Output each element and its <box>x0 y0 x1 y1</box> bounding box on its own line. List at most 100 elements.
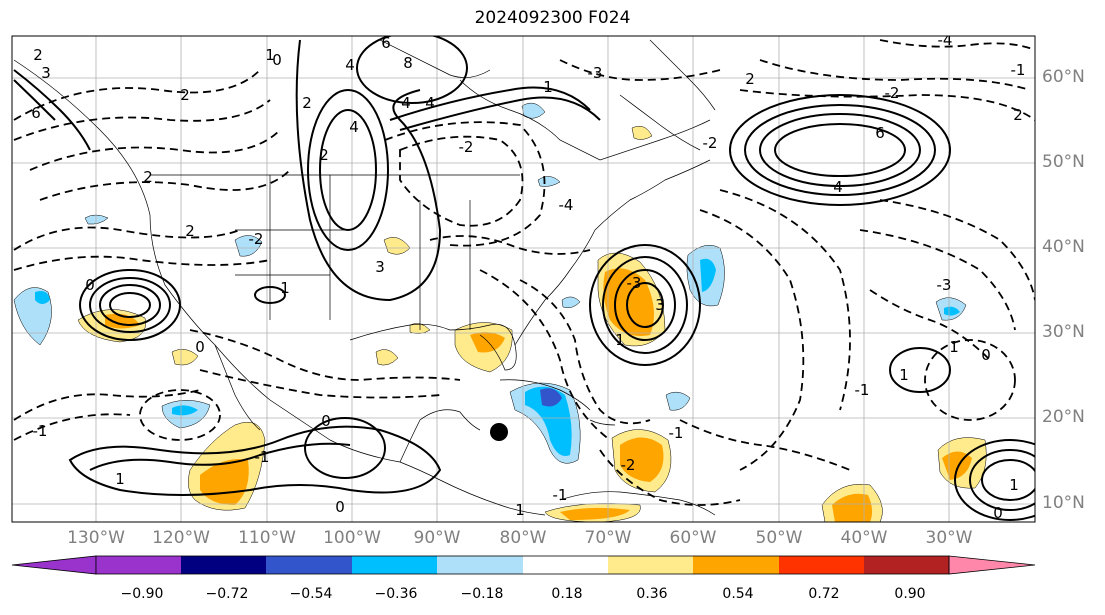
contour-label: 3 <box>41 64 51 82</box>
contour-label: -1 <box>553 486 568 504</box>
colorbar-bin <box>96 556 181 574</box>
contour-label: 1 <box>543 78 553 96</box>
graticule <box>12 36 1035 522</box>
lon-label: 60°W <box>669 528 717 548</box>
contour-label: 1 <box>1009 476 1019 494</box>
contour-label: -2 <box>703 134 718 152</box>
colorbar-tick-label: −0.72 <box>205 586 249 602</box>
lat-label: 60°N <box>1042 67 1085 87</box>
colorbar-bin <box>608 556 693 574</box>
contour-label: 4 <box>345 56 355 74</box>
contour-label: -1 <box>1011 61 1026 79</box>
colorbar-bin <box>266 556 352 574</box>
contour-label: 0 <box>335 498 345 516</box>
shade-orange-core <box>603 268 654 336</box>
lon-label: 50°W <box>755 528 803 548</box>
map-title: 2024092300 F024 <box>474 8 631 28</box>
lat-label: 30°N <box>1042 322 1085 342</box>
colorbar-bin <box>523 556 608 574</box>
contour-label: -1 <box>669 424 684 442</box>
contour-labels: 2 3 6 2 0 2 6 8 4 2 -2 2 0 3 6 4 -2 2 -3… <box>31 34 1026 522</box>
contour-label: 1 <box>949 338 959 356</box>
contour-label: -1 <box>255 448 270 466</box>
contour-label: -3 <box>937 276 952 294</box>
lat-label: 10°N <box>1042 493 1085 513</box>
contour-label: 1 <box>515 501 525 519</box>
colorbar-bin <box>779 556 864 574</box>
lat-label: 20°N <box>1042 407 1085 427</box>
shade-blue-core <box>944 306 960 316</box>
contour-label: -1 <box>33 422 48 440</box>
contour-label: 2 <box>319 146 329 164</box>
colorbar-bin <box>437 556 523 574</box>
contour-label: 6 <box>381 34 391 52</box>
lon-label: 40°W <box>840 528 888 548</box>
colorbar <box>11 555 1036 575</box>
colorbar-tick-label: 0.54 <box>722 586 754 602</box>
colorbar-tick-label: −0.54 <box>289 586 333 602</box>
colorbar-tick-label: 0.36 <box>636 586 668 602</box>
lon-label: 90°W <box>413 528 461 548</box>
shade-blue-core <box>172 405 198 416</box>
contour-label: 1 <box>115 470 125 488</box>
lon-label: 30°W <box>925 528 973 548</box>
contour-label: -2 <box>249 230 264 248</box>
lon-label: 110°W <box>238 528 296 548</box>
coastlines <box>13 39 716 516</box>
shade-blue <box>665 391 691 411</box>
solid-contours <box>13 36 1035 521</box>
contour-label: 1 <box>280 279 290 297</box>
contour-label: 0 <box>981 346 991 364</box>
contour-label: 3 <box>375 258 385 276</box>
shade-orange-core <box>560 507 630 520</box>
contour-label: 1 <box>615 331 625 349</box>
shade-yellow <box>375 349 399 366</box>
lon-label: 100°W <box>323 528 381 548</box>
colorbar-tick-label: −0.36 <box>374 586 418 602</box>
contour-label: 3 <box>655 296 665 314</box>
colorbar-tick-label: 0.90 <box>894 586 926 602</box>
contour-label: 2 <box>143 168 153 186</box>
colorbar-tick-label: −0.18 <box>460 586 504 602</box>
colorbar-extend-low <box>11 555 97 575</box>
shade-orange-core <box>620 437 664 482</box>
storm-center-marker <box>490 423 508 441</box>
contour-label: -3 <box>588 64 603 82</box>
shading-layer <box>13 102 987 522</box>
contour-label: -2 <box>885 84 900 102</box>
contour-label: 2 <box>302 94 312 112</box>
shade-blue <box>84 214 109 225</box>
map-frame <box>11 35 1036 523</box>
contour-label: 2 <box>1013 106 1023 124</box>
colorbar-bin <box>352 556 437 574</box>
colorbar-bin <box>181 556 266 574</box>
colorbar-outline <box>95 555 950 575</box>
contour-label: 4 <box>349 118 359 136</box>
contour-label: 1 <box>899 366 909 384</box>
shade-blue-core <box>35 291 50 304</box>
contour-label: 0 <box>321 412 331 430</box>
contour-label: 6 <box>31 104 41 122</box>
contour-label: 0 <box>85 276 95 294</box>
contour-label: -2 <box>459 138 474 156</box>
lon-label: 80°W <box>499 528 547 548</box>
contour-label: 1 <box>265 46 275 64</box>
contour-label: -4 <box>559 196 574 214</box>
colorbar-bin <box>864 556 949 574</box>
shade-blue <box>234 235 263 257</box>
contour-label: 2 <box>745 70 755 88</box>
contour-label: 8 <box>403 54 413 72</box>
contour-label: 0 <box>993 504 1003 522</box>
shade-blue-core <box>525 386 572 456</box>
contour-label: -1 <box>855 381 870 399</box>
contour-label: 6 <box>875 124 885 142</box>
lon-label: 70°W <box>584 528 632 548</box>
contour-label: -2 <box>621 456 636 474</box>
lon-label: 130°W <box>67 528 125 548</box>
shade-blue-dark <box>540 388 562 407</box>
shade-orange-core <box>832 493 873 522</box>
shade-yellow <box>631 126 653 140</box>
contour-label: 4 <box>401 94 411 112</box>
contour-label: 2 <box>185 222 195 240</box>
